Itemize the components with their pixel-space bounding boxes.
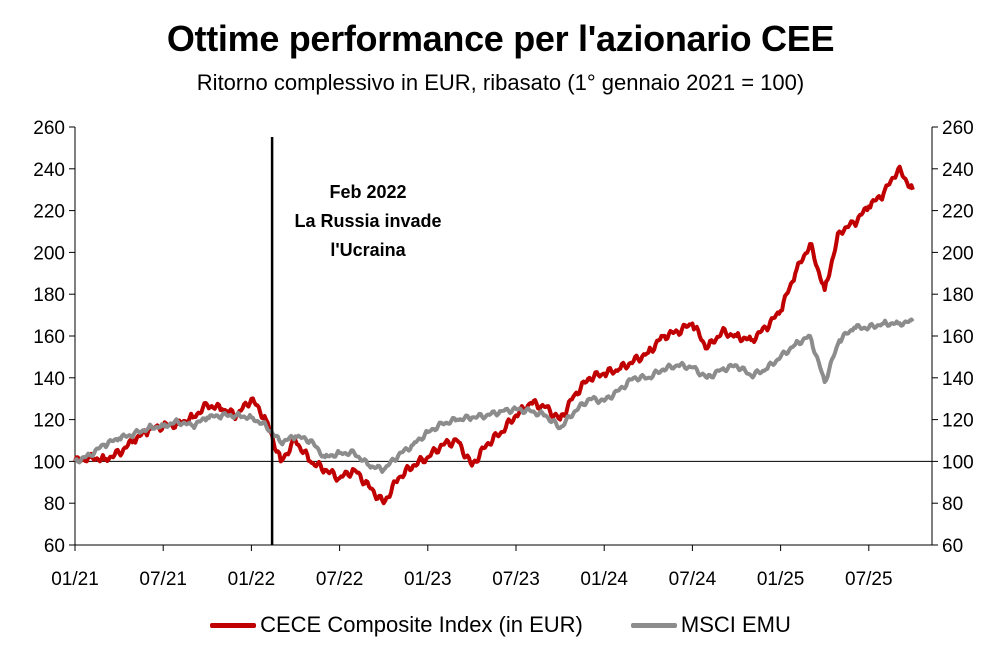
y-tick-label-right: 60 — [942, 536, 963, 557]
x-tick-label: 07/22 — [316, 569, 364, 590]
legend-swatch-cece — [210, 622, 257, 628]
chart-subtitle: Ritorno complessivo in EUR, ribasato (1°… — [196, 70, 805, 95]
legend-item-cece: CECE Composite Index (in EUR) — [210, 612, 583, 638]
y-tick-label-right: 260 — [942, 118, 974, 139]
y-tick-label-right: 100 — [942, 452, 974, 473]
y-tick-label-right: 160 — [942, 327, 974, 348]
event-marker: Feb 2022 La Russia invade l'Ucraina — [270, 137, 442, 545]
y-tick-label-left: 180 — [33, 285, 65, 306]
y-tick-label-left: 100 — [33, 452, 65, 473]
series-line-msci-emu — [73, 317, 915, 474]
y-tick-label-left: 260 — [33, 118, 65, 139]
event-annotation-line: La Russia invade — [294, 211, 441, 231]
y-tick-label-right: 220 — [942, 202, 974, 223]
y-tick-label-right: 200 — [942, 243, 974, 264]
x-tick-label: 01/23 — [404, 569, 452, 590]
chart-series-lines — [73, 164, 915, 506]
legend-label-cece: CECE Composite Index (in EUR) — [260, 612, 583, 637]
x-tick-label: 01/22 — [228, 569, 276, 590]
chart-axes — [69, 126, 938, 551]
y-tick-label-right: 120 — [942, 411, 974, 432]
event-annotation-line: l'Ucraina — [330, 240, 406, 260]
x-tick-label: 01/24 — [580, 569, 628, 590]
y-tick-label-right: 180 — [942, 285, 974, 306]
event-annotation-line: Feb 2022 — [329, 182, 406, 202]
legend-label-msci-emu: MSCI EMU — [680, 612, 791, 637]
y-tick-label-left: 240 — [33, 160, 65, 181]
y-tick-label-left: 120 — [33, 411, 65, 432]
x-tick-label: 01/21 — [51, 569, 99, 590]
x-tick-label: 07/25 — [845, 569, 893, 590]
y-tick-label-left: 200 — [33, 243, 65, 264]
y-tick-label-left: 60 — [44, 536, 65, 557]
y-tick-label-left: 140 — [33, 369, 65, 390]
y-tick-label-right: 240 — [942, 160, 974, 181]
x-tick-label: 01/25 — [757, 569, 805, 590]
x-tick-label: 07/23 — [492, 569, 540, 590]
y-tick-label-right: 80 — [942, 494, 963, 515]
chart-tick-labels: 60 60 80 80 100 100 120 120 140 140 160 160 180 180 20… — [33, 118, 973, 590]
chart-title: Ottime performance per l'azionario CEE — [166, 18, 835, 59]
series-line-cece — [73, 164, 915, 506]
y-tick-label-left: 80 — [44, 494, 65, 515]
y-tick-label-right: 140 — [942, 369, 974, 390]
legend-item-msci-emu: MSCI EMU — [630, 612, 791, 638]
x-tick-label: 07/24 — [669, 569, 717, 590]
legend-swatch-msci-emu — [630, 622, 677, 628]
x-tick-label: 07/21 — [139, 569, 187, 590]
y-tick-label-left: 220 — [33, 202, 65, 223]
chart-legend: CECE Composite Index (in EUR) MSCI EMU — [0, 612, 1001, 638]
y-tick-label-left: 160 — [33, 327, 65, 348]
